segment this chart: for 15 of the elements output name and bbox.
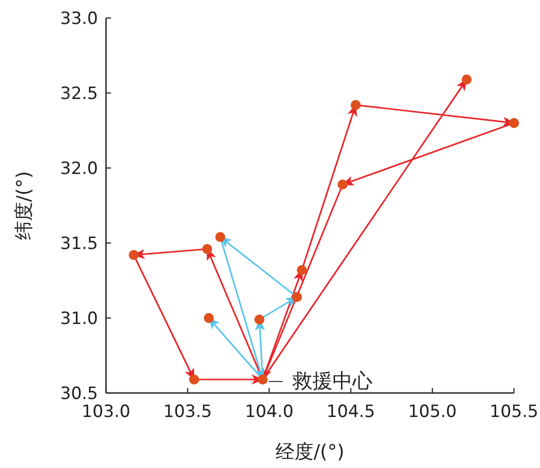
x-axis-title: 经度/(°) [276,441,344,463]
annotation: 救援中心 [292,368,373,392]
x-tick-label: 104.5 [326,402,376,422]
y-tick-label: 32.0 [60,159,98,179]
y-tick-label: 31.5 [60,234,98,254]
x-tick-label: 103.0 [82,402,130,422]
y-tick-label: 32.5 [60,84,98,104]
x-tick-label: 104.0 [244,402,294,422]
y-tick-label: 33.0 [60,9,98,29]
x-tick-label: 105.0 [408,402,457,422]
x-tick-label: 103.5 [163,402,212,422]
x-tick-label: 105.5 [490,402,538,422]
y-tick-label: 31.0 [60,309,98,329]
y-tick-label: 30.5 [60,384,98,404]
y-axis-title: 纬度/(°) [13,171,35,240]
